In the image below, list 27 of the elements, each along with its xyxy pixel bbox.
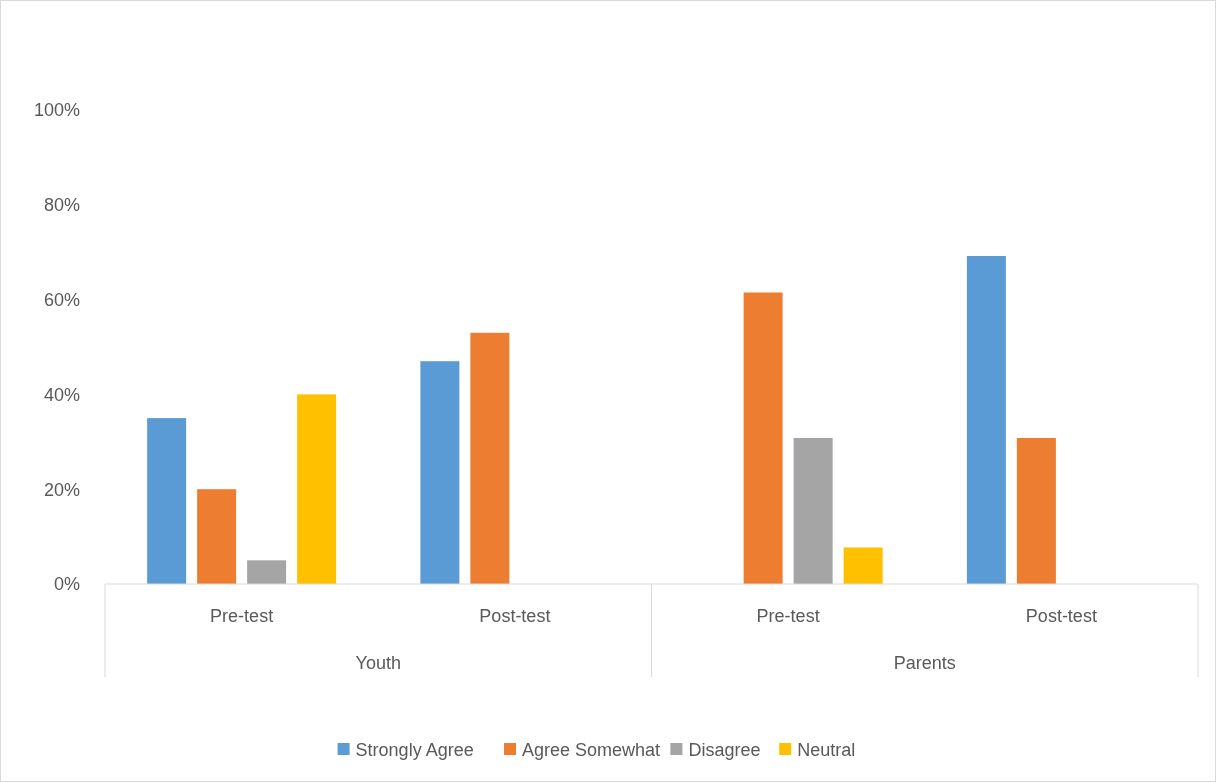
bar <box>1016 438 1056 584</box>
y-tick-label: 20% <box>43 479 80 500</box>
text: Youth <box>355 653 401 673</box>
y-tick-label: 80% <box>43 195 80 216</box>
bar <box>966 255 1006 584</box>
y-tick-label: 60% <box>43 289 80 310</box>
bar <box>843 547 883 584</box>
x-tick-label: Post-test <box>1025 606 1097 626</box>
x-tick-label: Post-test <box>479 606 551 626</box>
bar <box>743 292 783 584</box>
x-tick-label: Pre-test <box>756 606 820 626</box>
bar <box>247 560 287 584</box>
bar <box>420 361 460 584</box>
y-tick-label: 0% <box>53 574 80 595</box>
bar <box>197 489 237 584</box>
y-tick-label: 100% <box>33 100 80 121</box>
x-tick-label: Pre-test <box>210 606 274 626</box>
legend-label: Agree Somewhat <box>522 740 661 761</box>
bar <box>147 418 187 584</box>
text: Parents <box>893 653 956 673</box>
bar <box>793 438 833 584</box>
bar <box>470 332 510 584</box>
y-tick-label: 40% <box>43 384 80 405</box>
legend-label: Disagree <box>688 740 761 761</box>
legend-label: Strongly Agree <box>355 740 474 761</box>
legend-label: Neutral <box>797 740 856 761</box>
bar <box>297 394 337 584</box>
